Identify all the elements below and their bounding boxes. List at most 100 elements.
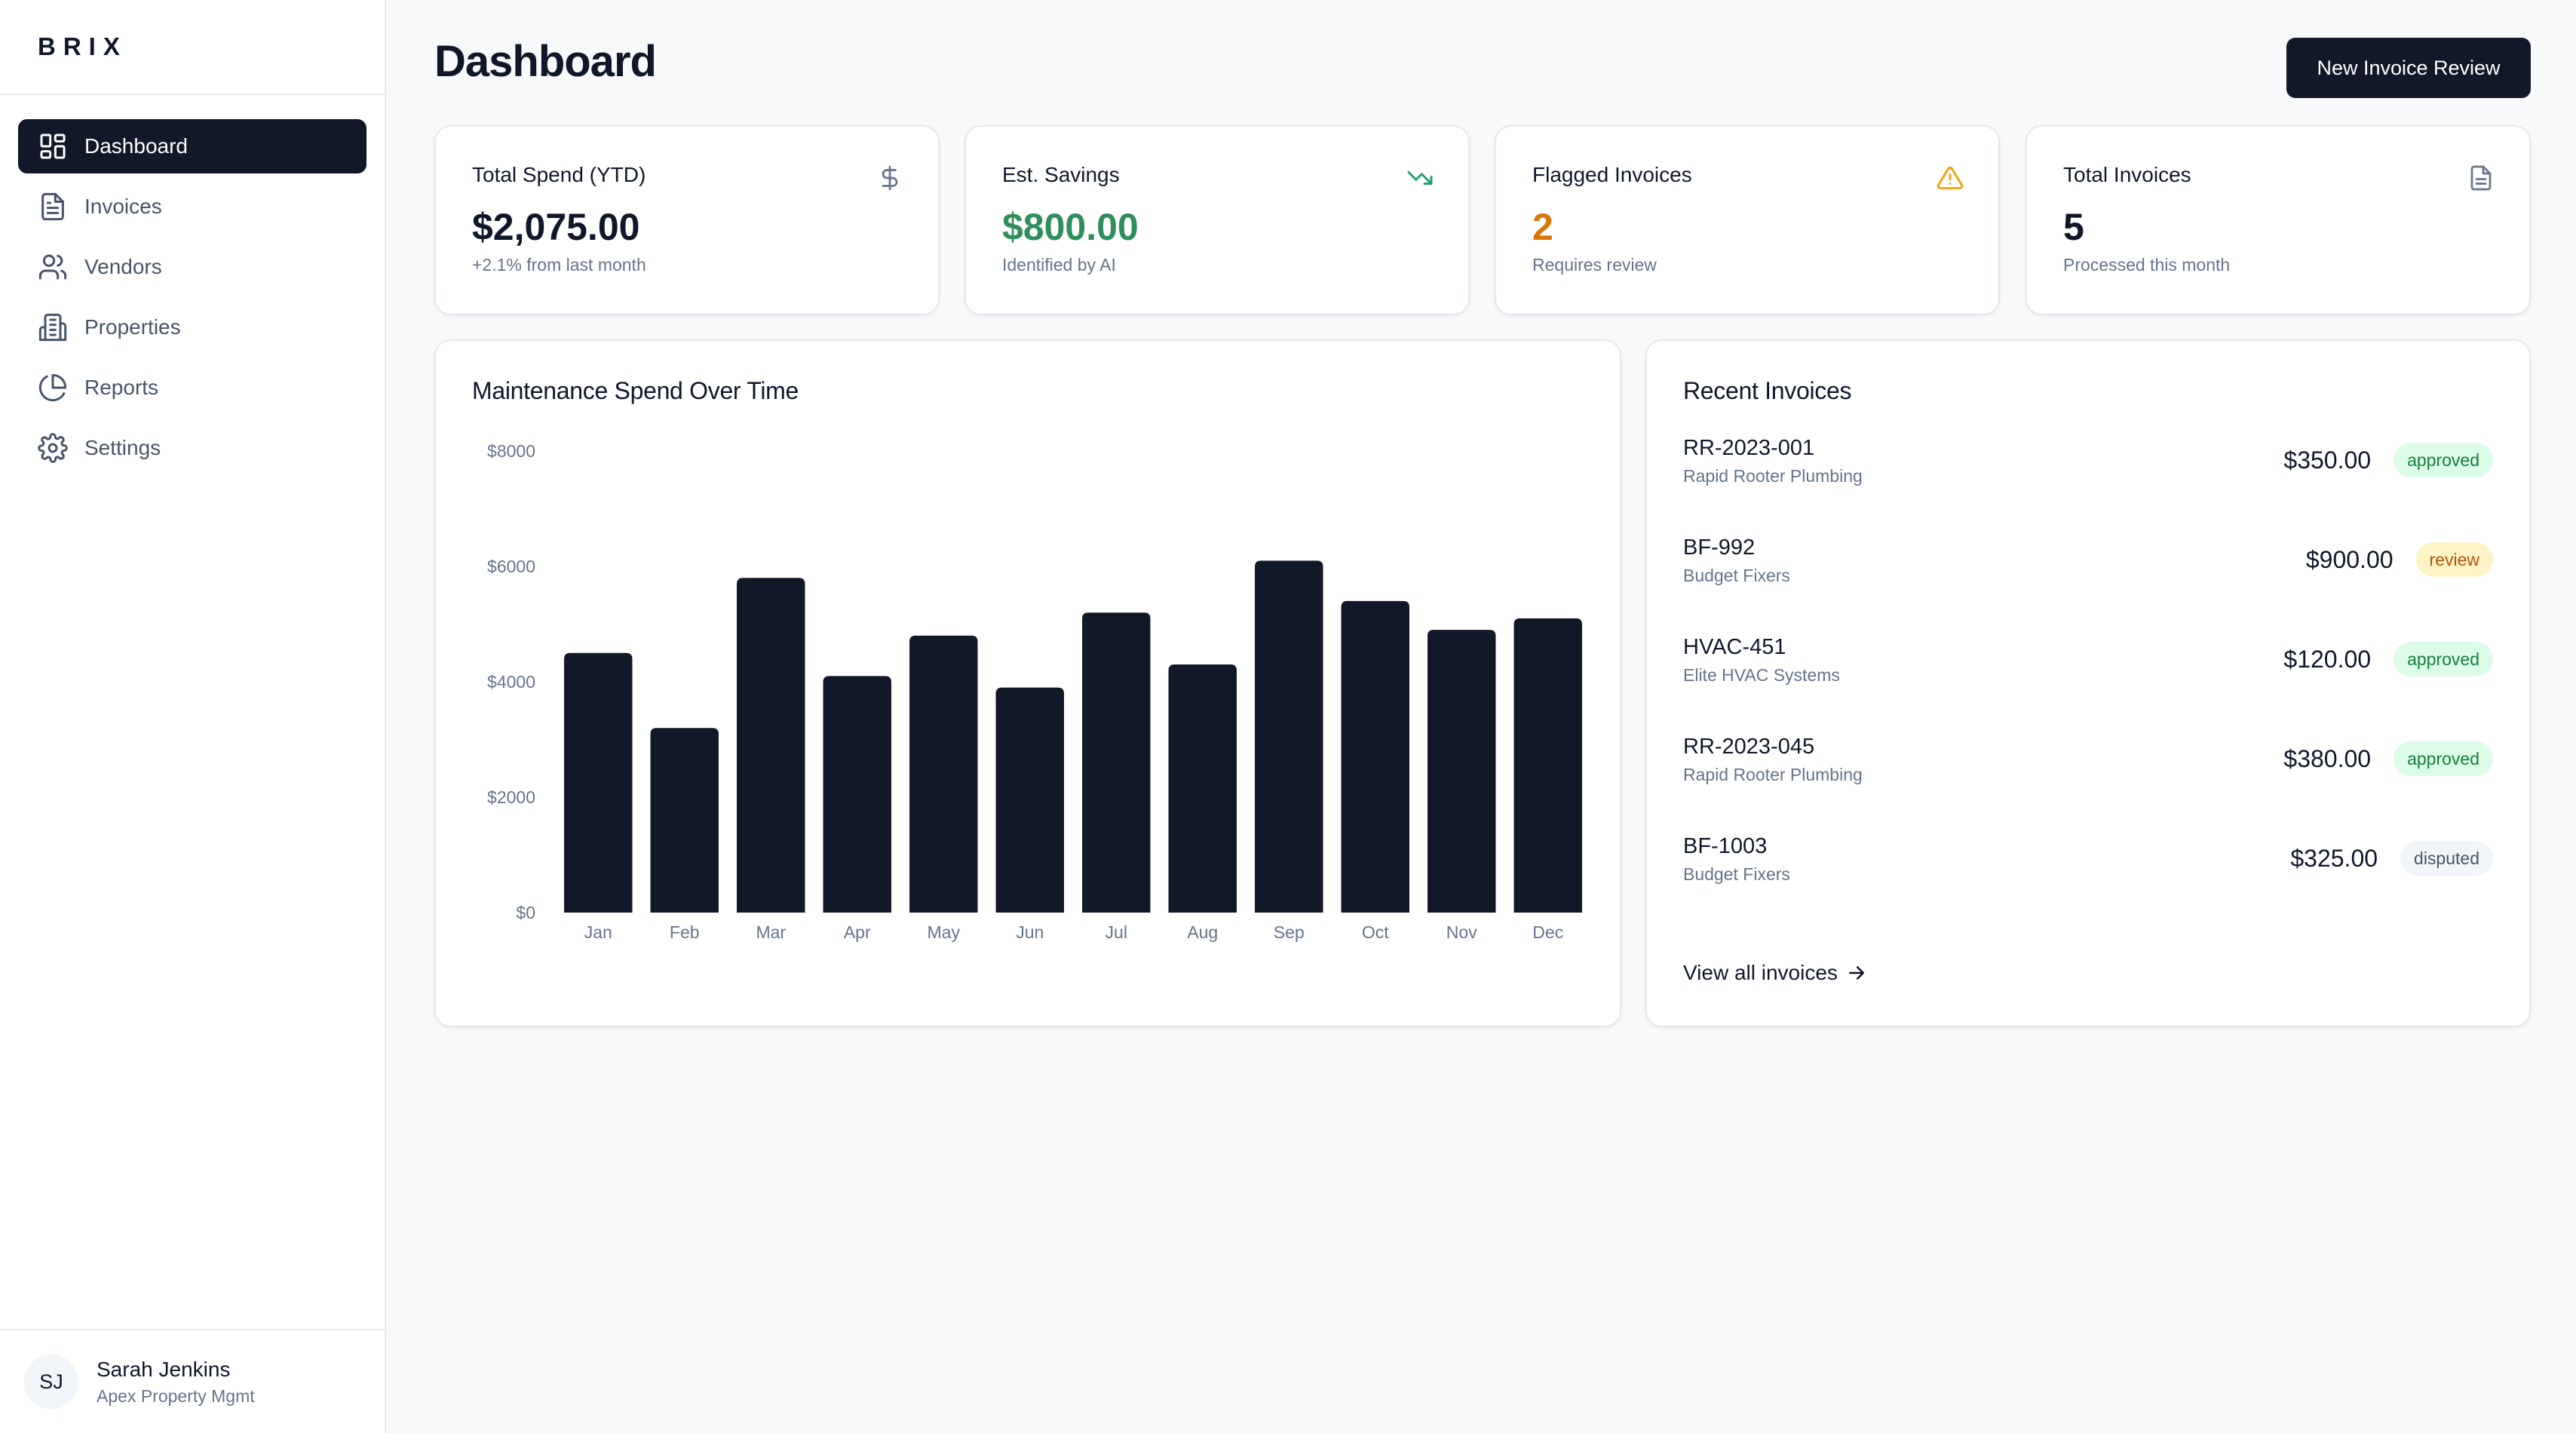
- sidebar-item-vendors[interactable]: Vendors: [18, 240, 366, 294]
- gear-icon: [38, 433, 68, 463]
- x-tick-label: Aug: [1187, 922, 1218, 942]
- main-nav: Dashboard Invoices Vendors: [0, 95, 385, 475]
- sidebar-item-label: Dashboard: [84, 134, 188, 158]
- pie-chart-icon: [38, 373, 68, 403]
- invoice-id: BF-1003: [1683, 834, 1768, 858]
- sidebar-item-label: Invoices: [84, 195, 162, 218]
- status-badge: disputed: [2400, 841, 2493, 876]
- invoice-vendor: Rapid Rooter Plumbing: [1683, 765, 1863, 784]
- invoice-amount: $350.00: [2283, 446, 2372, 474]
- stat-value: $2,075.00: [472, 206, 640, 248]
- recent-invoices-title: Recent Invoices: [1683, 377, 1852, 404]
- trending-down-icon: [1406, 164, 1434, 192]
- y-tick-label: $6000: [487, 557, 535, 576]
- new-invoice-review-button[interactable]: New Invoice Review: [2286, 38, 2531, 98]
- stat-subtext: Processed this month: [2063, 255, 2231, 275]
- invoice-vendor: Rapid Rooter Plumbing: [1683, 466, 1863, 486]
- x-tick-label: Jun: [1016, 922, 1044, 942]
- page-title: Dashboard: [434, 37, 657, 86]
- sidebar-item-settings[interactable]: Settings: [18, 421, 366, 475]
- sidebar-item-label: Properties: [84, 315, 181, 339]
- x-tick-label: Feb: [670, 922, 700, 942]
- stat-card-est-savings: Est. Savings $800.00 Identified by AI: [964, 125, 1470, 315]
- user-name: Sarah Jenkins: [97, 1357, 231, 1381]
- sidebar-item-label: Reports: [84, 376, 159, 399]
- stat-value: 2: [1532, 206, 1553, 248]
- stat-title: Est. Savings: [1002, 163, 1120, 186]
- stat-subtext: Requires review: [1532, 255, 1657, 275]
- bar-dec[interactable]: [1513, 618, 1582, 913]
- stat-card-total-spend: Total Spend (YTD) $2,075.00 +2.1% from l…: [434, 125, 940, 315]
- sidebar-item-invoices[interactable]: Invoices: [18, 180, 366, 234]
- invoice-amount: $900.00: [2305, 545, 2394, 573]
- users-icon: [38, 252, 68, 282]
- file-text-icon: [38, 192, 68, 222]
- bar-may[interactable]: [909, 635, 978, 913]
- bar-jul[interactable]: [1082, 612, 1151, 913]
- logo-area: BRIX: [0, 0, 385, 95]
- stat-subtext: Identified by AI: [1002, 255, 1116, 275]
- bar-feb[interactable]: [650, 728, 719, 913]
- y-tick-label: $0: [516, 903, 535, 922]
- avatar[interactable]: SJ: [24, 1355, 78, 1409]
- invoice-vendor: Elite HVAC Systems: [1683, 665, 1840, 685]
- sidebar-item-dashboard[interactable]: Dashboard: [18, 119, 366, 173]
- invoice-amount: $120.00: [2283, 645, 2372, 673]
- dollar-icon: [876, 164, 903, 192]
- status-badge: approved: [2394, 443, 2493, 477]
- invoice-row[interactable]: BF-992 Budget Fixers $900.00 review: [1683, 535, 2493, 611]
- view-all-invoices-link[interactable]: View all invoices: [1683, 961, 1868, 985]
- invoice-id: HVAC-451: [1683, 635, 1786, 659]
- invoice-vendor: Budget Fixers: [1683, 864, 1790, 884]
- bar-aug[interactable]: [1168, 664, 1237, 913]
- invoice-row[interactable]: RR-2023-001 Rapid Rooter Plumbing $350.0…: [1683, 436, 2493, 511]
- sidebar: BRIX Dashboard Invoices: [0, 0, 386, 1433]
- invoice-amount: $380.00: [2283, 744, 2372, 772]
- stat-title: Flagged Invoices: [1532, 163, 1692, 186]
- stat-title: Total Invoices: [2063, 163, 2191, 186]
- stat-card-total-invoices: Total Invoices 5 Processed this month: [2026, 125, 2531, 315]
- invoice-row[interactable]: BF-1003 Budget Fixers $325.00 disputed: [1683, 834, 2493, 910]
- x-tick-label: Sep: [1274, 922, 1305, 942]
- bar-jan[interactable]: [564, 652, 633, 913]
- x-tick-label: Jul: [1106, 922, 1127, 942]
- warning-triangle-icon: [1937, 164, 1964, 192]
- x-tick-label: Oct: [1362, 922, 1389, 942]
- x-tick-label: Mar: [756, 922, 786, 942]
- chart-title: Maintenance Spend Over Time: [472, 377, 799, 404]
- x-tick-label: Jan: [584, 922, 612, 942]
- stat-value: 5: [2063, 206, 2084, 248]
- brand-logo[interactable]: BRIX: [38, 32, 127, 60]
- building-icon: [38, 312, 68, 342]
- user-info: Sarah Jenkins Apex Property Mgmt: [97, 1358, 255, 1407]
- y-tick-label: $4000: [487, 672, 535, 692]
- stat-subtext: +2.1% from last month: [472, 255, 646, 275]
- status-badge: approved: [2394, 642, 2493, 677]
- status-badge: approved: [2394, 741, 2493, 776]
- y-tick-label: $8000: [487, 441, 535, 461]
- invoice-id: RR-2023-001: [1683, 436, 1815, 460]
- stat-title: Total Spend (YTD): [472, 163, 646, 186]
- bar-nov[interactable]: [1428, 630, 1496, 913]
- bar-oct[interactable]: [1341, 600, 1409, 913]
- dashboard-grid-icon: [38, 131, 68, 161]
- bar-apr[interactable]: [823, 676, 891, 913]
- bar-jun[interactable]: [995, 687, 1064, 913]
- invoice-row[interactable]: RR-2023-045 Rapid Rooter Plumbing $380.0…: [1683, 735, 2493, 810]
- sidebar-item-label: Settings: [84, 436, 161, 459]
- user-profile[interactable]: SJ Sarah Jenkins Apex Property Mgmt: [0, 1329, 385, 1433]
- user-org: Apex Property Mgmt: [97, 1385, 255, 1406]
- spend-bar-chart: $0 $2000 $4000 $6000 $8000 Jan Feb Mar Apr May Jun…: [487, 441, 1582, 942]
- sidebar-item-reports[interactable]: Reports: [18, 361, 366, 415]
- document-icon: [2467, 164, 2495, 192]
- x-tick-label: Dec: [1532, 922, 1563, 942]
- sidebar-item-properties[interactable]: Properties: [18, 300, 366, 354]
- x-tick-label: May: [928, 922, 961, 942]
- x-tick-label: Nov: [1446, 922, 1477, 942]
- bar-sep[interactable]: [1255, 560, 1323, 913]
- status-badge: review: [2415, 542, 2493, 577]
- bar-mar[interactable]: [737, 578, 805, 913]
- x-tick-label: Apr: [844, 922, 871, 942]
- invoice-id: BF-992: [1683, 535, 1756, 560]
- invoice-row[interactable]: HVAC-451 Elite HVAC Systems $120.00 appr…: [1683, 635, 2493, 710]
